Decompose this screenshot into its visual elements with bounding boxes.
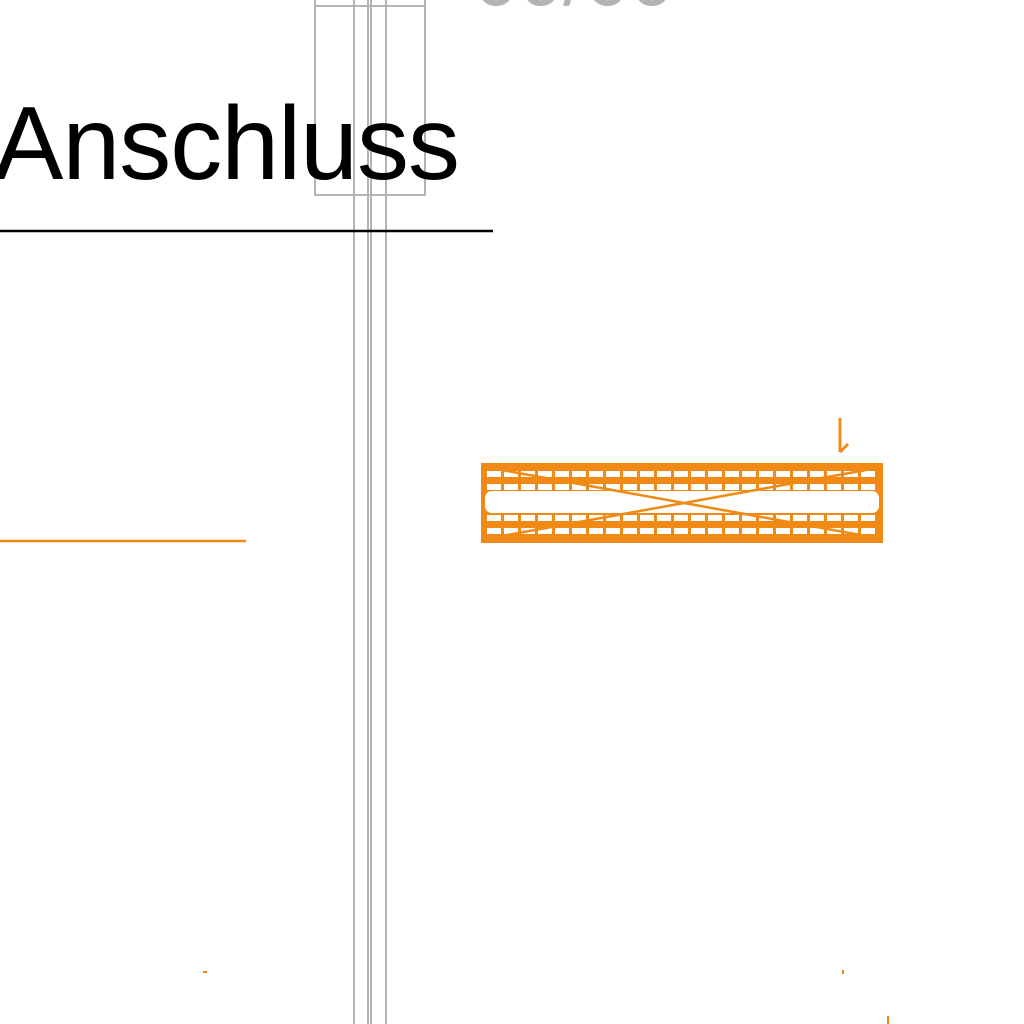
beam-dash (691, 484, 705, 490)
bottom-ticks (203, 970, 889, 1024)
beam-dash (640, 471, 654, 477)
beam-dash (572, 471, 586, 477)
beam-dash (708, 471, 722, 477)
beam-dash (776, 515, 790, 521)
beam-dash (487, 484, 501, 490)
beam-dash (606, 528, 620, 534)
beam-dash (742, 471, 756, 477)
beam-dash (504, 528, 518, 534)
beam-dash (725, 515, 739, 521)
beam-dash (793, 471, 807, 477)
beam-dash (640, 528, 654, 534)
beam-dash (640, 484, 654, 490)
beam-dash (504, 484, 518, 490)
beam-dash (504, 471, 518, 477)
beam-dash (776, 484, 790, 490)
beam-dash (572, 515, 586, 521)
beam-dash (742, 515, 756, 521)
beam-dash (657, 484, 671, 490)
column-lines (314, 0, 426, 1024)
beam-dash (538, 471, 552, 477)
beam-dash (725, 528, 739, 534)
beam-dash (657, 471, 671, 477)
beam-dash (504, 515, 518, 521)
beam-dash (691, 515, 705, 521)
beam-dash (861, 515, 875, 521)
beam-dash (606, 484, 620, 490)
beam-dash (844, 471, 858, 477)
beam-dash (623, 471, 637, 477)
beam-dash (793, 528, 807, 534)
beam-dash (623, 528, 637, 534)
beam-dash (844, 484, 858, 490)
beam-dash (538, 515, 552, 521)
beam-dash (691, 471, 705, 477)
beam-dash (572, 528, 586, 534)
beam-dash (810, 471, 824, 477)
marker-hook (838, 442, 850, 454)
beam-dash (606, 515, 620, 521)
beam-dash (827, 471, 841, 477)
beam-dash (827, 515, 841, 521)
beam-dash (589, 528, 603, 534)
beam-dash (538, 484, 552, 490)
beam-dash (555, 528, 569, 534)
beam-dash (589, 471, 603, 477)
beam-dash (623, 484, 637, 490)
beam-dash (623, 515, 637, 521)
beam-dash (708, 484, 722, 490)
beam-dash (538, 528, 552, 534)
beam-dash (487, 515, 501, 521)
beam-dash (759, 471, 773, 477)
beam-dash (521, 515, 535, 521)
beam-dash (844, 515, 858, 521)
beam-dash (810, 515, 824, 521)
beam-dash (521, 484, 535, 490)
beam-dash (555, 515, 569, 521)
beam-dash (657, 528, 671, 534)
beam-dash (861, 471, 875, 477)
beam-dash-rows (487, 471, 875, 534)
beam-dash (810, 484, 824, 490)
beam-dash (555, 471, 569, 477)
beam-dash (572, 484, 586, 490)
beam-dash (708, 515, 722, 521)
beam-dash (776, 471, 790, 477)
beam-dash (555, 484, 569, 490)
beam-dash (861, 484, 875, 490)
beam-dash (674, 528, 688, 534)
beam-dash (844, 528, 858, 534)
beam-dash (742, 484, 756, 490)
beam-dash (606, 471, 620, 477)
section-marker (838, 418, 850, 454)
beam-dash (708, 528, 722, 534)
beam-dash (487, 528, 501, 534)
beam-dash (657, 515, 671, 521)
beam-dash (827, 484, 841, 490)
beam-dash (674, 471, 688, 477)
beam-dash (725, 471, 739, 477)
beam-dash (759, 528, 773, 534)
beam-dash (674, 515, 688, 521)
beam-cross-diagonal-2 (501, 468, 867, 538)
beam-dash (776, 528, 790, 534)
beam-dash (725, 484, 739, 490)
beam-dash (861, 528, 875, 534)
beam-dash (810, 528, 824, 534)
beam-dash (742, 528, 756, 534)
beam-dash (487, 471, 501, 477)
beam-dash (691, 528, 705, 534)
beam-dash (793, 515, 807, 521)
cropped-label: 00/00 (474, 0, 674, 18)
beam-section (481, 463, 883, 543)
beam-dash (793, 484, 807, 490)
drawing-title: Anschluss (0, 86, 460, 202)
beam-dash (674, 484, 688, 490)
beam-dash (640, 515, 654, 521)
